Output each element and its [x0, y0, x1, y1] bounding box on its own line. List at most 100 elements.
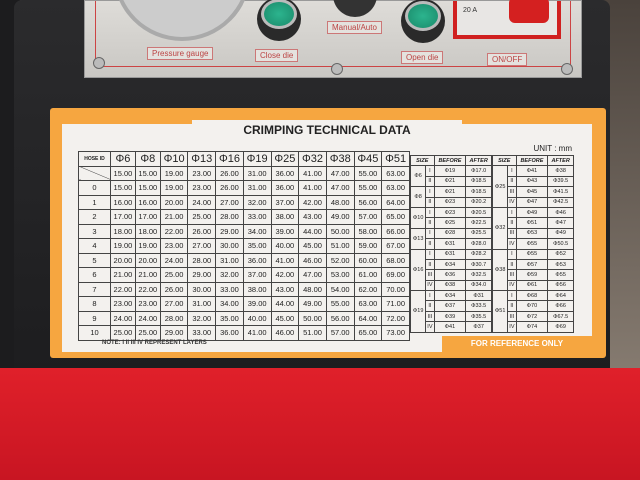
- size-header: SIZE: [492, 154, 517, 167]
- size-row: Φ19 I Φ34 Φ31: [409, 290, 492, 333]
- hose-size: Φ16: [409, 248, 427, 292]
- before-cell: Φ34: [433, 290, 467, 302]
- table-cell: 33.00: [215, 281, 244, 297]
- table-row: 10 25.00 25.00 29.00 33.00 36.00 41.00 46.00 51.…: [78, 325, 410, 341]
- table-cell: 22.00: [134, 281, 161, 297]
- before-cell: Φ31: [433, 238, 467, 250]
- layer-cell: III: [507, 227, 517, 240]
- after-cell: Φ37: [465, 321, 492, 333]
- before-cell: Φ36: [433, 269, 467, 281]
- table-row: 2 17.00 17.00 21.00 25.00 28.00 33.00 38.00 43.0…: [78, 209, 410, 225]
- layer-cell: II: [425, 217, 435, 229]
- column-header: Φ51: [381, 151, 410, 167]
- close-die-button[interactable]: [257, 0, 301, 41]
- after-cell: Φ55: [547, 269, 574, 281]
- table-cell: 17.00: [110, 209, 136, 225]
- after-cell: Φ39.5: [547, 175, 574, 188]
- table-cell: 63.00: [353, 296, 383, 312]
- layer-cell: I: [507, 290, 517, 302]
- table-cell: 55.00: [353, 180, 383, 196]
- table-cell: 40.00: [242, 310, 272, 326]
- table-cell: 19.00: [110, 238, 136, 254]
- table-cell: 55.00: [325, 296, 355, 312]
- size-row: Φ38 I Φ55 Φ52: [491, 248, 574, 292]
- reference-only-footer: FOR REFERENCE ONLY: [442, 336, 592, 352]
- size-row: Φ10 I Φ23 Φ20.5: [409, 206, 492, 229]
- table-cell: 33.00: [187, 325, 217, 341]
- power-switch[interactable]: 20 A: [453, 0, 561, 39]
- corner-header: HOSE ID: [78, 151, 111, 167]
- crimping-diameter-table: HOSE ID Φ6 Φ8 Φ10 Φ13 Φ16 Φ19 Φ25 Φ32 Φ38 Φ45 Φ51 15…: [78, 151, 410, 341]
- table-cell: 69.00: [381, 267, 410, 283]
- table-cell: 22.00: [159, 223, 189, 239]
- table-cell: 63.00: [381, 180, 410, 196]
- label-sheet: CRIMPING TECHNICAL DATA UNIT : mm HOSE I…: [62, 118, 592, 352]
- table-cell: 17.00: [134, 209, 161, 225]
- table-cell: 37.00: [242, 267, 272, 283]
- amps-label: 20 A: [463, 7, 478, 14]
- column-header: Φ13: [187, 151, 217, 167]
- table-cell: 41.00: [270, 252, 300, 268]
- table-cell: 36.00: [242, 252, 272, 268]
- before-cell: Φ31: [433, 248, 467, 260]
- before-cell: Φ34: [433, 258, 467, 271]
- table-cell: 46.00: [298, 252, 327, 268]
- table-cell: 57.00: [353, 209, 383, 225]
- table-cell: 20.00: [159, 194, 189, 210]
- table-row: 6 21.00 21.00 25.00 29.00 32.00 37.00 42.00 47.0…: [78, 267, 410, 283]
- before-cell: Φ37: [433, 300, 467, 312]
- table-cell: 18.00: [110, 223, 136, 239]
- hose-size: Φ38: [491, 248, 509, 292]
- table-cell: 20.00: [110, 252, 136, 268]
- hose-size: Φ25: [491, 165, 509, 208]
- after-cell: Φ34.0: [465, 279, 492, 292]
- size-row: IV Φ74 Φ69: [493, 321, 574, 333]
- row-id: [78, 165, 111, 181]
- table-cell: 49.00: [298, 296, 327, 312]
- table-cell: 25.00: [110, 325, 136, 341]
- layer-cell: II: [507, 217, 517, 229]
- table-cell: 24.00: [110, 310, 136, 326]
- layer-cell: I: [425, 248, 435, 260]
- table-cell: 65.00: [381, 209, 410, 225]
- table-cell: 44.00: [270, 296, 300, 312]
- layer-cell: I: [507, 248, 517, 260]
- row-id: 8: [78, 296, 111, 312]
- table-cell: 30.00: [215, 238, 244, 254]
- size-row: IV Φ38 Φ34.0: [411, 279, 492, 292]
- table-cell: 22.00: [110, 281, 136, 297]
- table-cell: 42.00: [298, 194, 327, 210]
- table-cell: 33.00: [242, 209, 272, 225]
- after-cell: Φ49: [547, 227, 574, 240]
- table-cell: 31.00: [242, 180, 272, 196]
- size-row: Φ25 I Φ41 Φ38: [491, 165, 574, 208]
- before-cell: Φ25: [433, 217, 467, 229]
- hose-size: Φ6: [409, 165, 427, 188]
- after-cell: Φ56: [547, 279, 574, 292]
- layer-cell: IV: [425, 321, 435, 333]
- before-cell: Φ21: [433, 186, 467, 198]
- open-die-button[interactable]: [401, 0, 445, 43]
- manual-auto-switch[interactable]: [333, 0, 377, 17]
- table-cell: 65.00: [353, 325, 383, 341]
- after-cell: Φ50.5: [547, 238, 574, 250]
- power-switch-knob[interactable]: [509, 0, 549, 23]
- size-row: Φ32 I Φ49 Φ46: [491, 206, 574, 250]
- after-cell: Φ35.5: [465, 310, 492, 323]
- table-cell: 21.00: [134, 267, 161, 283]
- after-header: AFTER: [465, 154, 492, 167]
- size-header-row: SIZE BEFORE AFTER: [410, 154, 492, 167]
- layer-cell: III: [425, 310, 435, 323]
- table-cell: 34.00: [215, 296, 244, 312]
- table-cell: 41.00: [298, 180, 327, 196]
- after-cell: Φ30.7: [465, 258, 492, 271]
- table-row: 8 23.00 23.00 27.00 31.00 34.00 39.00 44.00 49.0…: [78, 296, 410, 312]
- table-cell: 20.00: [134, 252, 161, 268]
- table-cell: 47.00: [325, 165, 355, 181]
- table-cell: 24.00: [134, 310, 161, 326]
- before-cell: Φ28: [433, 227, 467, 240]
- table-cell: 67.00: [381, 238, 410, 254]
- table-cell: 55.00: [353, 165, 383, 181]
- table-row: 4 19.00 19.00 23.00 27.00 30.00 35.00 40.00 45.0…: [78, 238, 410, 254]
- table-cell: 41.00: [242, 325, 272, 341]
